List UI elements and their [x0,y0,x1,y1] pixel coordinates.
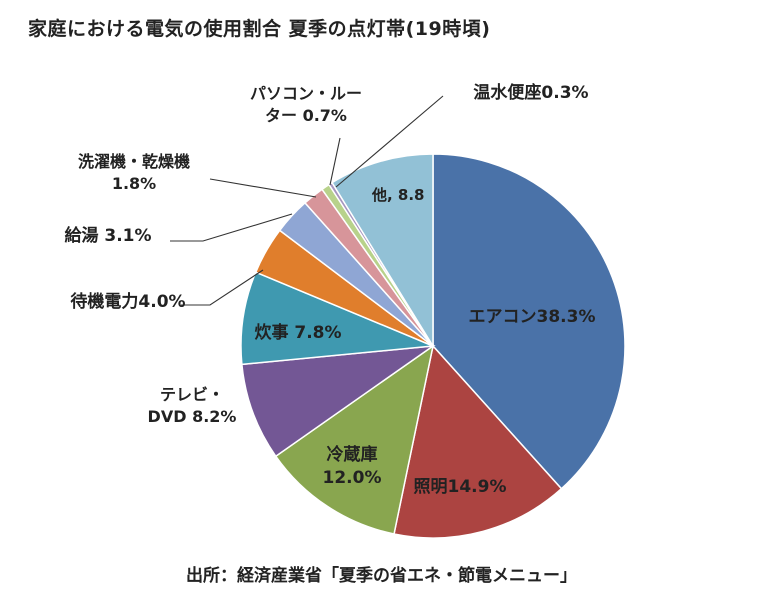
slice-label-line: 温水便座0.3% [473,82,588,103]
slice-label-9: 温水便座0.3% [473,82,588,103]
pie-slice-2 [274,344,435,535]
leader-line-5 [181,269,264,306]
slice-label-line: 待機電力4.0% [70,291,185,312]
slice-label-line: 照明14.9% [414,477,507,497]
slice-label-line: 他, 8.8 [371,186,425,204]
slice-label-7: 洗濯機・乾燥機 1.8% [78,152,190,193]
slice-label-line: 給湯 3.1% [64,225,151,246]
slice-label-10: 他, 8.8 [371,186,425,204]
slice-label-line: ター 0.7% [265,106,347,125]
pie-slice-1 [393,344,563,539]
leader-line-9 [335,95,444,188]
slice-label-8: パソコン・ルーター 0.7% [250,84,362,125]
slice-label-5: 待機電力4.0% [70,291,185,312]
slice-label-0: エアコン38.3% [469,307,596,327]
slice-label-3: テレビ・ DVD 8.2% [148,385,237,426]
chart-title: 家庭における電気の使用割合 夏季の点灯帯(19時頃) [28,18,491,40]
slice-label-line: 洗濯機・乾燥機 [78,152,190,171]
slice-label-line: 1.8% [112,174,156,193]
leader-line-8 [329,137,341,186]
source-note: 出所：経済産業省「夏季の省エネ・節電メニュー」 [186,566,577,586]
slice-label-line: エアコン38.3% [469,307,596,327]
slice-label-6: 給湯 3.1% [64,225,151,246]
slice-label-line: 冷蔵庫 [327,444,378,465]
pie-slice-0 [432,153,626,490]
slice-label-line: 12.0% [323,468,382,488]
leader-line-6 [170,213,293,242]
slice-label-line: パソコン・ルー [250,84,362,103]
slice-label-4: 炊事 7.8% [254,322,341,343]
pie-slice-4 [240,271,434,366]
slice-label-line: テレビ・ [160,385,224,404]
slice-label-line: DVD 8.2% [148,407,237,426]
slice-label-line: 炊事 7.8% [254,322,341,343]
leader-line-7 [209,178,317,198]
slice-label-1: 照明14.9% [414,477,507,497]
pie-slice-3 [241,344,436,458]
pie-slice-10 [331,153,434,349]
slice-label-2: 冷蔵庫 12.0% [323,444,382,488]
